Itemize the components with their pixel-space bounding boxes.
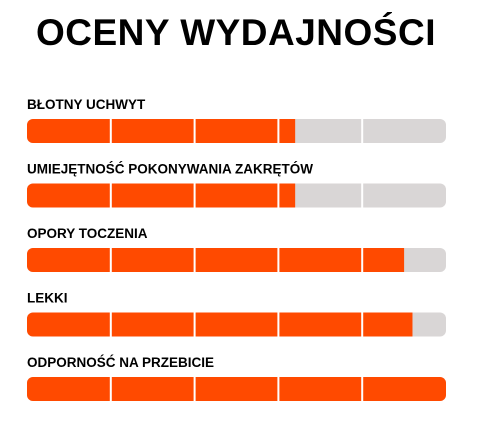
bar-fill (27, 377, 446, 401)
rating-bar (27, 377, 446, 401)
bar-fill (27, 183, 296, 208)
rating-bar (27, 183, 446, 208)
bar-fill (27, 248, 405, 272)
rating-bar (27, 248, 446, 272)
bar-fill (27, 312, 413, 337)
rating-label: OPORY TOCZENIA (27, 226, 148, 241)
rating-label: LEKKI (27, 291, 68, 306)
bar-fill (27, 119, 296, 143)
rating-bar (27, 119, 446, 143)
rating-bar (27, 312, 446, 337)
rating-label: BŁOTNY UCHWYT (27, 97, 146, 112)
rating-label: UMIEJĘTNOŚĆ POKONYWANIA ZAKRĘTÓW (27, 162, 313, 177)
title: OCENY WYDAJNOŚCI (36, 11, 436, 53)
rating-label: ODPORNOŚĆ NA PRZEBICIE (27, 355, 214, 370)
